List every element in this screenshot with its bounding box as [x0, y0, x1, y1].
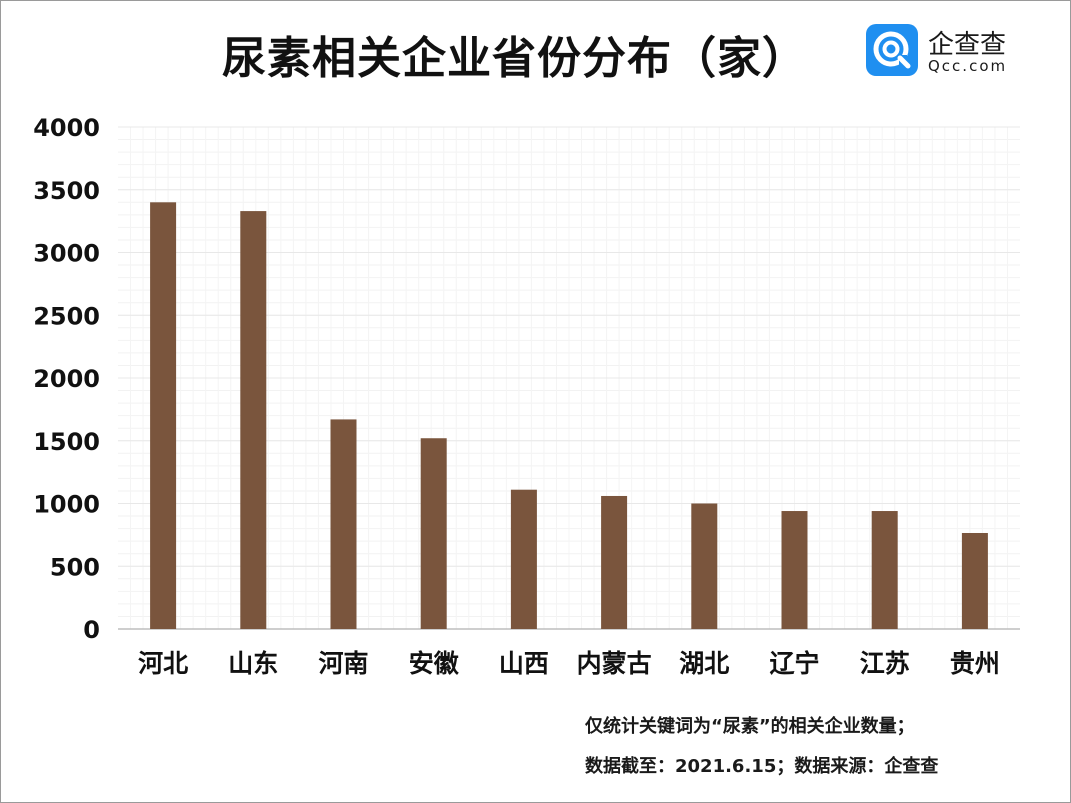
x-tick-label: 山东 [228, 649, 278, 678]
y-tick-label: 1500 [33, 428, 100, 456]
bar [330, 419, 357, 629]
y-tick-label: 500 [50, 553, 100, 581]
y-tick-label: 4000 [33, 114, 100, 142]
bar [240, 211, 267, 629]
x-tick-label: 河北 [138, 649, 188, 678]
y-tick-label: 2000 [33, 365, 100, 393]
logo-domain: Qcc.com [928, 57, 1008, 75]
y-tick-label: 3500 [33, 177, 100, 205]
bar [691, 503, 718, 629]
y-tick-label: 0 [83, 616, 100, 644]
bar [871, 511, 898, 629]
x-tick-label: 安徽 [409, 649, 460, 678]
bar [420, 438, 447, 629]
x-tick-label: 山西 [499, 649, 549, 678]
qcc-logo-icon [866, 24, 918, 76]
bar [601, 495, 628, 629]
x-tick-label: 辽宁 [769, 649, 819, 678]
logo-name: 企查查 [928, 30, 1007, 60]
bar [150, 202, 177, 630]
x-tick-label: 内蒙古 [577, 649, 652, 678]
y-tick-label: 2500 [33, 302, 100, 330]
y-tick-label: 3000 [33, 240, 100, 268]
x-tick-label: 江苏 [860, 649, 910, 678]
x-tick-label: 河南 [318, 649, 368, 678]
x-tick-label: 贵州 [950, 649, 1000, 678]
y-tick-label: 1000 [33, 491, 100, 519]
chart-title: 尿素相关企业省份分布（家） [222, 33, 807, 84]
footnote-source: 数据截至：2021.6.15；数据来源：企查查 [585, 756, 939, 777]
bar [961, 532, 988, 629]
brand-logo: 企查查 Qcc.com [866, 24, 1036, 80]
bar [781, 511, 808, 629]
footnote-scope: 仅统计关键词为“尿素”的相关企业数量； [585, 716, 915, 737]
x-tick-label: 湖北 [679, 649, 729, 678]
bar [510, 489, 537, 629]
